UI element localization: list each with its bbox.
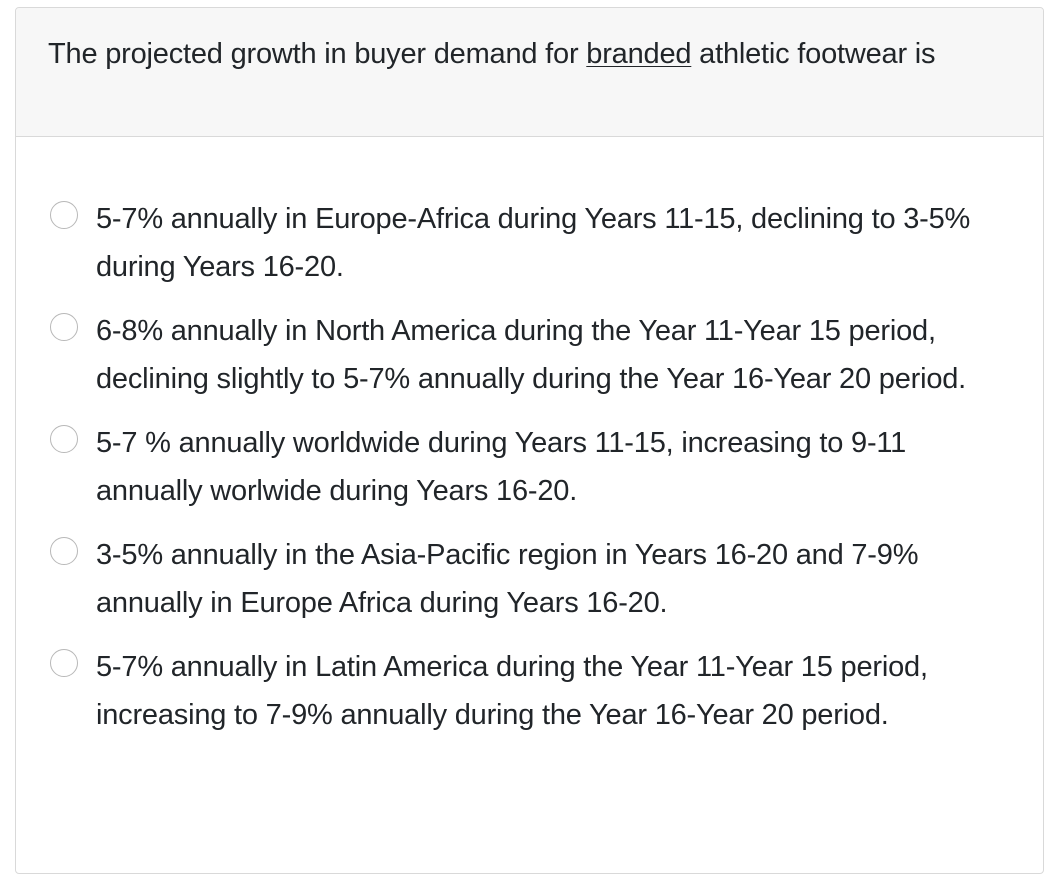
answer-option-label: 6-8% annually in North America during th… xyxy=(96,315,967,395)
answer-option-label: 5-7% annually in Latin America during th… xyxy=(96,651,928,731)
question-header: The projected growth in buyer demand for… xyxy=(16,8,1043,137)
radio-button-3[interactable] xyxy=(50,425,78,453)
answer-option-1[interactable]: 5-7% annually in Europe-Africa during Ye… xyxy=(48,195,1015,291)
radio-button-2[interactable] xyxy=(50,313,78,341)
question-text-after: athletic footwear is xyxy=(691,38,936,70)
answer-option-label: 3-5% annually in the Asia-Pacific region… xyxy=(96,539,919,619)
radio-button-4[interactable] xyxy=(50,537,78,565)
radio-button-1[interactable] xyxy=(50,201,78,229)
question-underlined-word: branded xyxy=(586,38,692,70)
answer-option-2[interactable]: 6-8% annually in North America during th… xyxy=(48,307,1015,403)
answer-option-label: 5-7 % annually worldwide during Years 11… xyxy=(96,427,907,507)
answer-option-label: 5-7% annually in Europe-Africa during Ye… xyxy=(96,203,971,283)
answer-option-3[interactable]: 5-7 % annually worldwide during Years 11… xyxy=(48,419,1015,515)
answer-option-5[interactable]: 5-7% annually in Latin America during th… xyxy=(48,643,1015,739)
answer-option-4[interactable]: 3-5% annually in the Asia-Pacific region… xyxy=(48,531,1015,627)
question-card: The projected growth in buyer demand for… xyxy=(15,7,1044,874)
question-text-before: The projected growth in buyer demand for xyxy=(48,38,587,70)
radio-button-5[interactable] xyxy=(50,649,78,677)
answer-options: 5-7% annually in Europe-Africa during Ye… xyxy=(16,137,1043,755)
